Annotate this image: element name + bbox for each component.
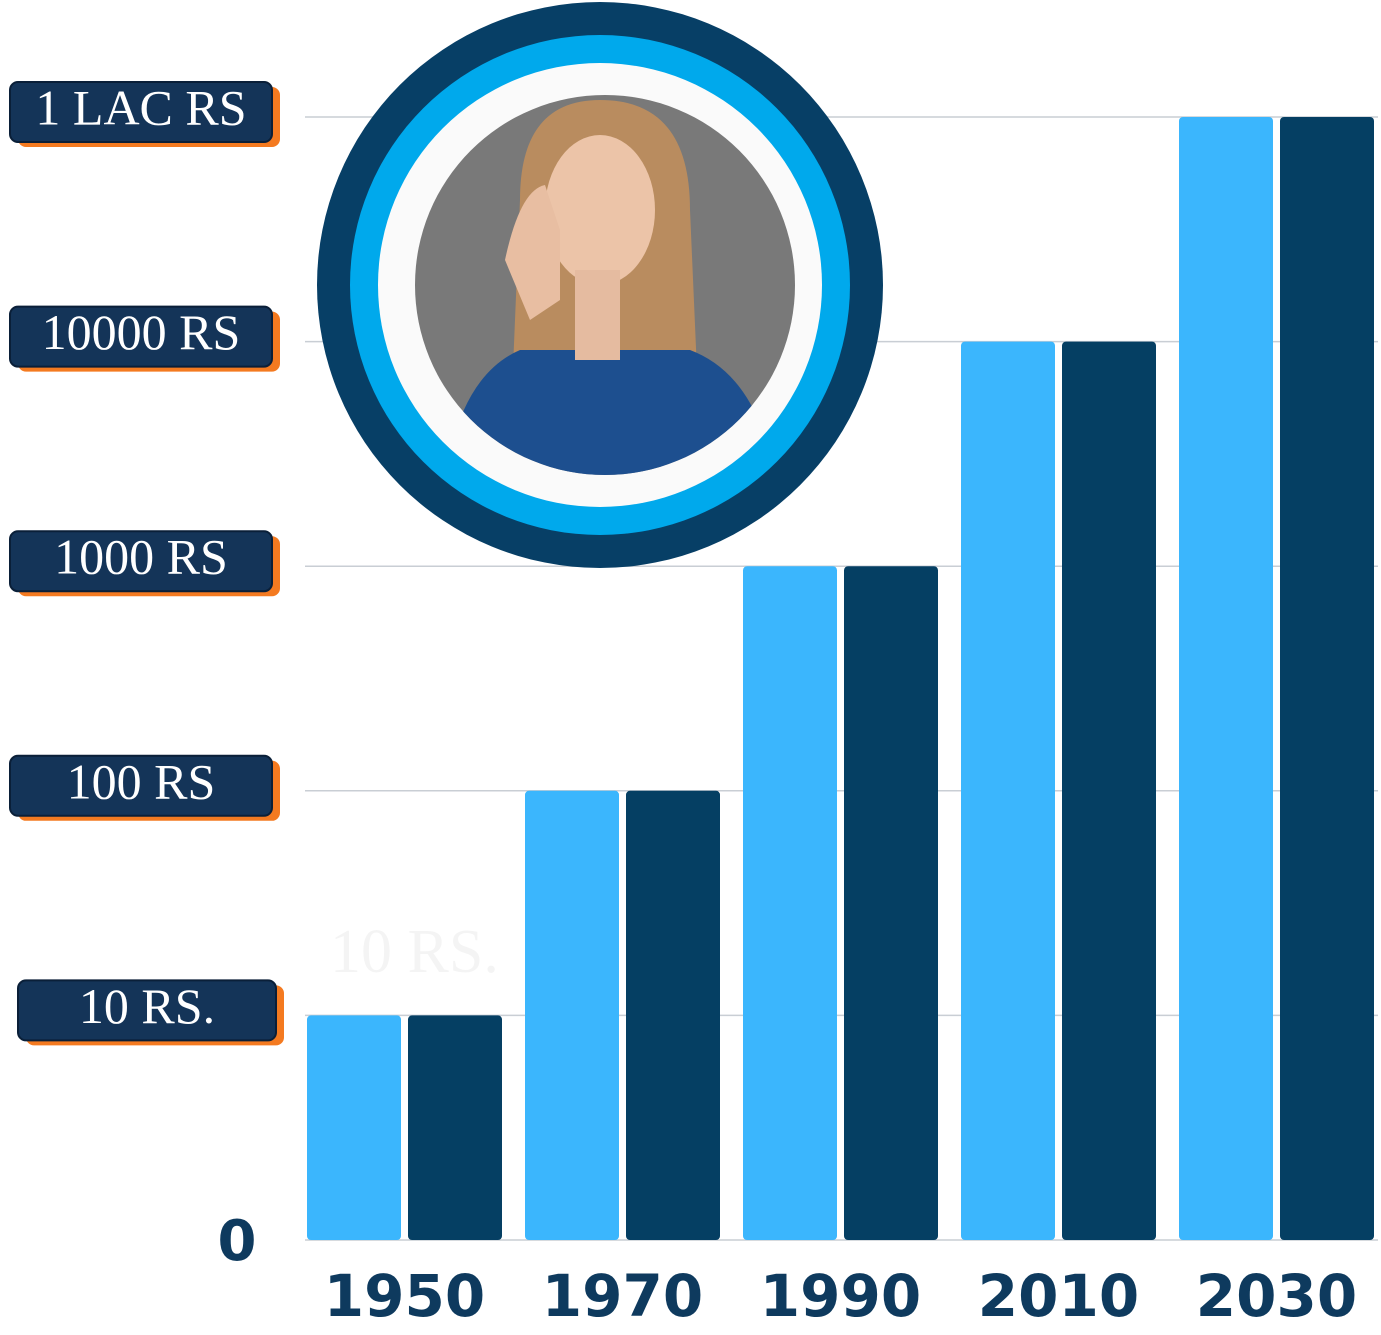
x-tick-label: 2010 <box>978 1262 1139 1330</box>
y-axis: 10 RS. 100 RS 1000 RS 10000 RS 1 LAC RS <box>10 79 284 1045</box>
bar <box>961 342 1055 1240</box>
y-tick-label: 10000 RS <box>42 304 241 360</box>
x-tick-label: 1950 <box>324 1262 485 1330</box>
y-tick-label: 1000 RS <box>54 529 228 585</box>
bar <box>307 1015 401 1240</box>
y-tick-label: 100 RS <box>67 753 216 809</box>
bar <box>743 566 837 1240</box>
bar <box>1280 117 1374 1240</box>
x-tick-label: 2030 <box>1196 1262 1357 1330</box>
bar <box>626 791 720 1240</box>
x-tick-label: 1990 <box>760 1262 921 1330</box>
bar <box>1179 117 1273 1240</box>
annotation: 10 RS. <box>330 918 499 986</box>
y-tick-label: 10 RS. <box>79 978 215 1034</box>
bar <box>408 1015 502 1240</box>
chart: 10 RS. 10 RS. 100 RS 1000 RS 10000 RS 1 LAC … <box>0 0 1381 1335</box>
baseline-label: 0 <box>218 1209 257 1274</box>
bar <box>1062 342 1156 1240</box>
bar <box>844 566 938 1240</box>
x-tick-label: 1970 <box>542 1262 703 1330</box>
portrait <box>317 2 883 568</box>
y-tick-label: 1 LAC RS <box>35 79 246 135</box>
bar <box>525 791 619 1240</box>
